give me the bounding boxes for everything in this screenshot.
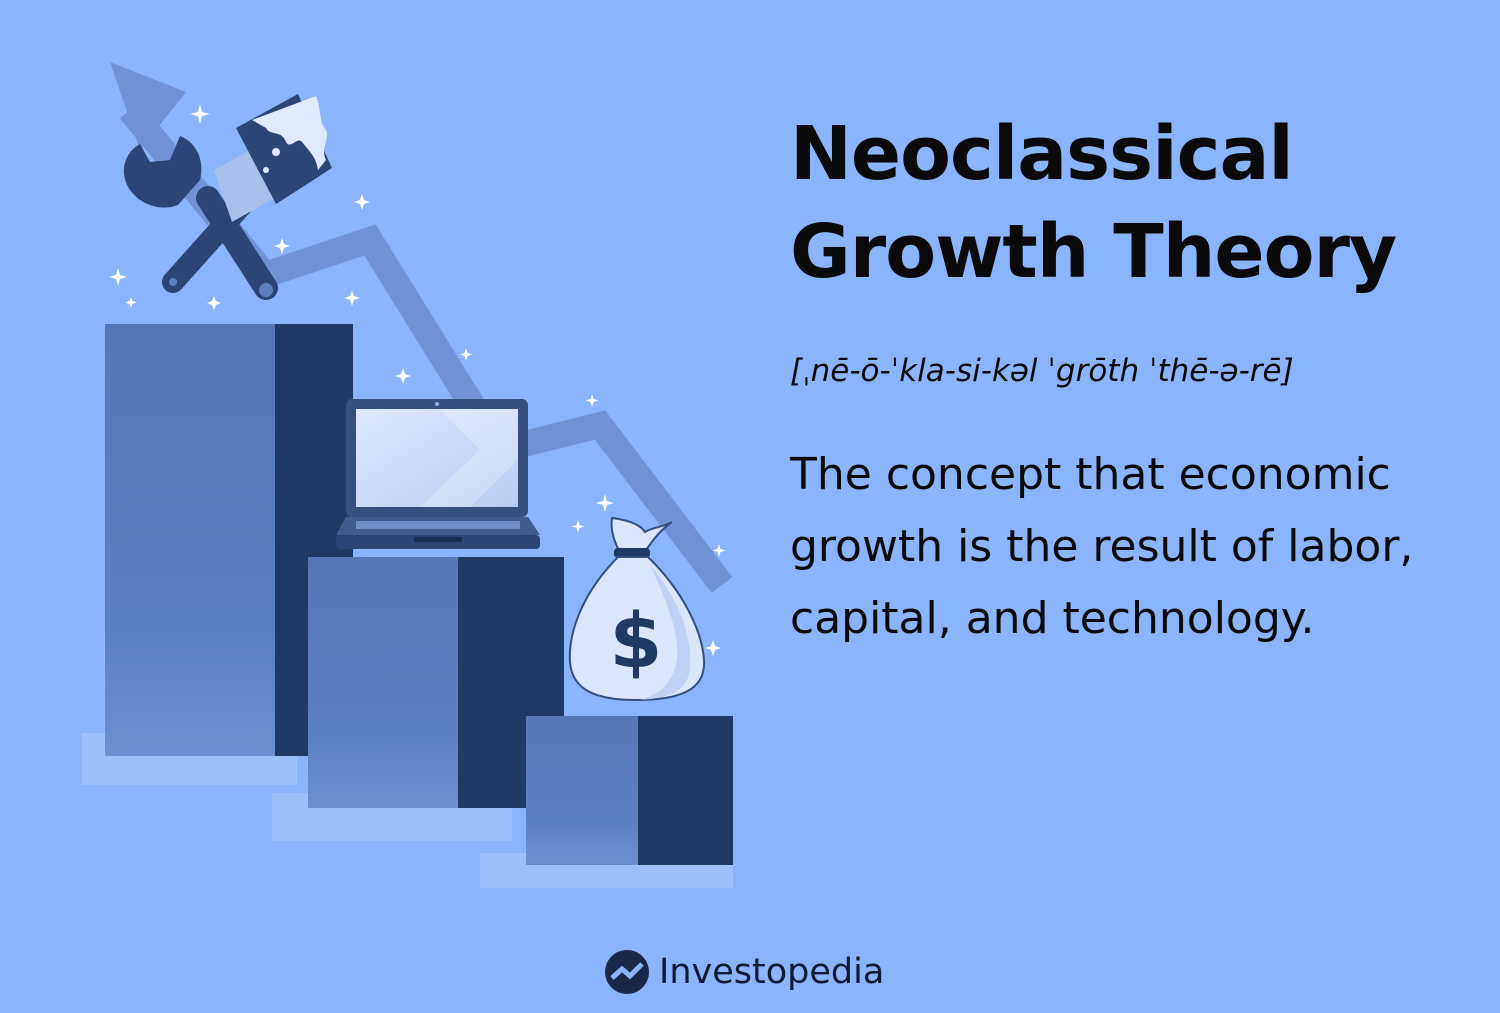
title-line-2: Growth Theory xyxy=(790,209,1397,295)
bar-small xyxy=(526,716,733,865)
page-title: Neoclassical Growth Theory xyxy=(790,105,1480,301)
pronunciation: [ˌnē-ō-ˈkla-si-kəl ˈgrōth ˈthē-ə-rē] xyxy=(790,353,1294,389)
title-line-1: Neoclassical xyxy=(790,111,1294,197)
laptop-icon xyxy=(336,399,540,549)
brand-logo: Investopedia xyxy=(603,942,884,1002)
money-bag-icon: $ xyxy=(568,516,706,702)
investopedia-logo-icon xyxy=(605,950,649,994)
text-panel: Neoclassical Growth Theory [ˌnē-ō-ˈkla-s… xyxy=(790,105,1480,655)
bar-medium xyxy=(308,557,564,808)
growth-illustration: $ xyxy=(82,62,733,888)
definition: The concept that economic growth is the … xyxy=(790,449,1414,644)
brand-name: Investopedia xyxy=(659,952,885,992)
sparkle-icon xyxy=(109,104,726,656)
dollar-sign-icon: $ xyxy=(610,596,663,685)
paintbrush-icon xyxy=(196,94,332,300)
